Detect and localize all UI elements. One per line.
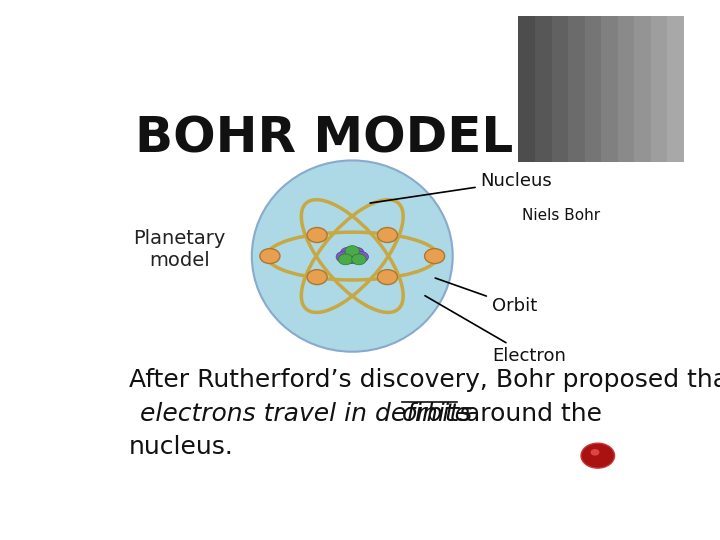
Text: electrons travel in definite: electrons travel in definite bbox=[140, 402, 478, 426]
Text: Planetary
model: Planetary model bbox=[133, 230, 225, 271]
Bar bbox=[568, 16, 585, 162]
Circle shape bbox=[354, 252, 369, 262]
Bar bbox=[585, 16, 601, 162]
Circle shape bbox=[307, 269, 327, 285]
Text: Niels Bohr: Niels Bohr bbox=[523, 208, 600, 223]
Bar bbox=[634, 16, 651, 162]
Text: Electron: Electron bbox=[425, 296, 566, 365]
Bar bbox=[518, 16, 535, 162]
Circle shape bbox=[377, 269, 397, 285]
Circle shape bbox=[345, 246, 359, 256]
Ellipse shape bbox=[252, 160, 453, 352]
Text: Orbit: Orbit bbox=[435, 278, 537, 315]
Circle shape bbox=[590, 449, 600, 456]
Circle shape bbox=[341, 247, 355, 258]
Circle shape bbox=[349, 247, 364, 258]
Bar bbox=[535, 16, 552, 162]
Circle shape bbox=[336, 252, 351, 262]
Circle shape bbox=[377, 227, 397, 242]
Bar bbox=[618, 16, 634, 162]
Circle shape bbox=[351, 254, 366, 265]
Text: around the: around the bbox=[457, 402, 603, 426]
Bar bbox=[651, 16, 667, 162]
Text: BOHR MODEL: BOHR MODEL bbox=[135, 114, 513, 163]
Text: orbits: orbits bbox=[402, 402, 473, 426]
Circle shape bbox=[338, 254, 353, 265]
Bar bbox=[552, 16, 568, 162]
Text: After Rutherford’s discovery, Bohr proposed that: After Rutherford’s discovery, Bohr propo… bbox=[129, 368, 720, 393]
Circle shape bbox=[425, 248, 445, 264]
Text: nucleus.: nucleus. bbox=[129, 435, 234, 459]
Bar bbox=[667, 16, 684, 162]
Bar bbox=[601, 16, 618, 162]
Circle shape bbox=[260, 248, 280, 264]
Circle shape bbox=[307, 227, 327, 242]
Circle shape bbox=[581, 443, 615, 468]
Circle shape bbox=[345, 253, 359, 264]
Text: Nucleus: Nucleus bbox=[370, 172, 552, 203]
